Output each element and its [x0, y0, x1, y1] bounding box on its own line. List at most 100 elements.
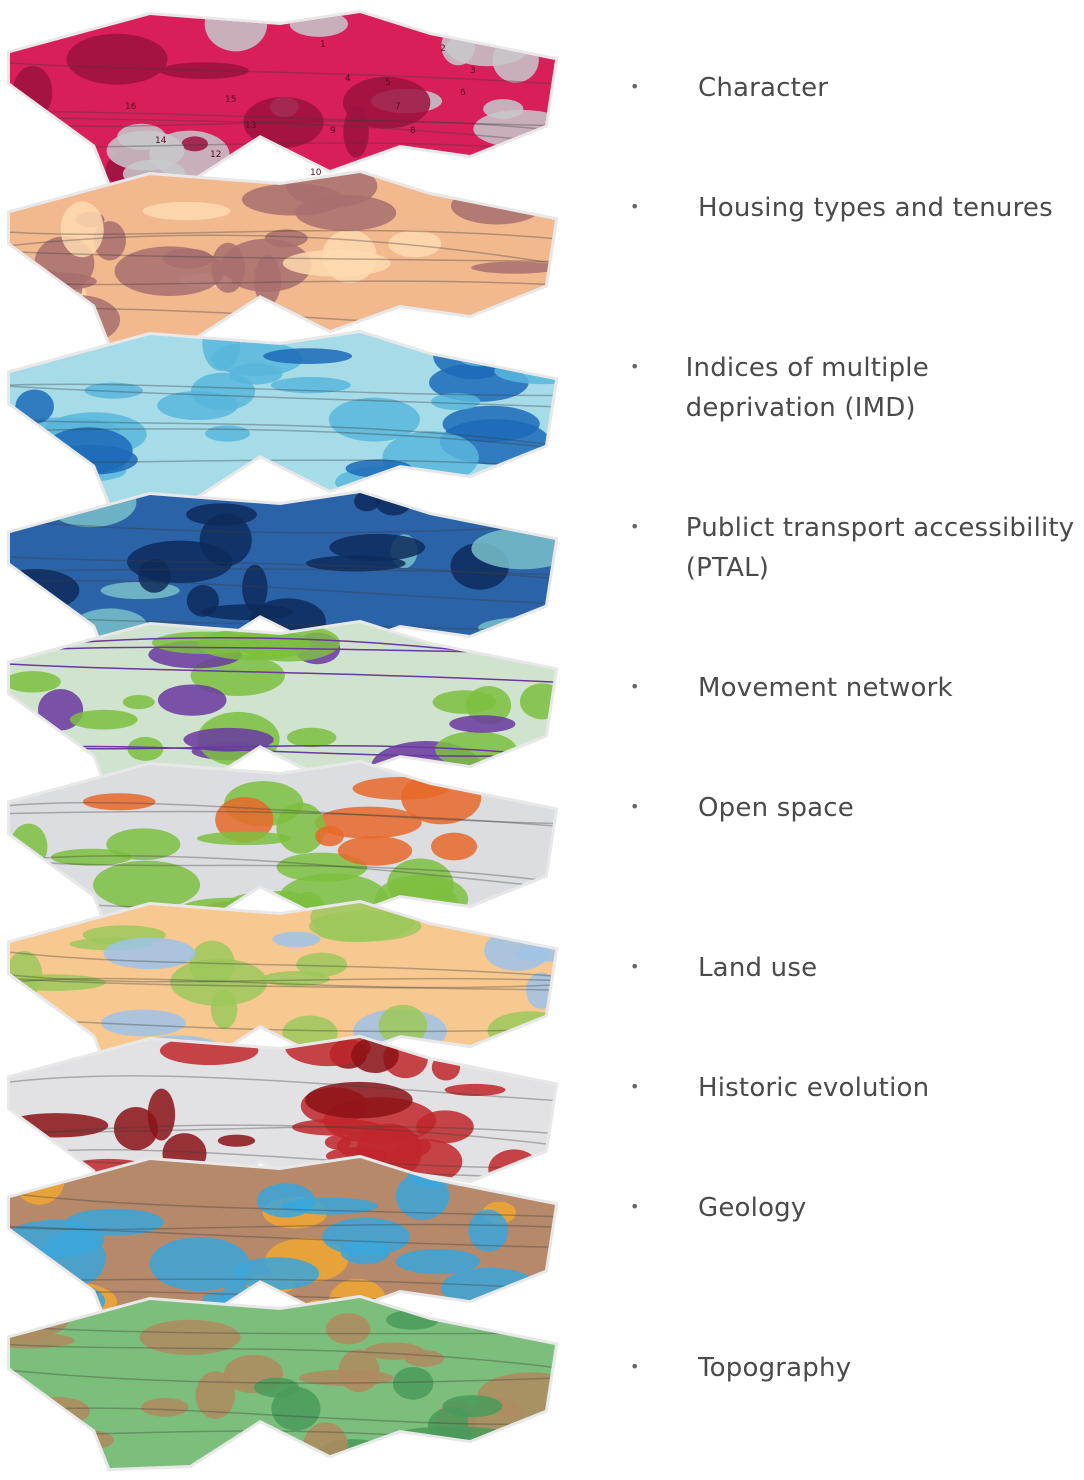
district-number: 8 [410, 126, 416, 136]
map-patch [243, 96, 324, 148]
map-patch [117, 123, 166, 150]
map-patch [233, 1257, 320, 1290]
map-patch [114, 246, 225, 297]
map-layer-5 [7, 619, 559, 797]
legend-label: Open space [698, 793, 854, 823]
map-patch [308, 910, 422, 942]
legend-label: Historic evolution [698, 1073, 930, 1103]
bullet-icon: • [630, 357, 640, 376]
map-patch [253, 255, 282, 306]
district-number: 7 [395, 102, 401, 112]
legend-item: • Indices of multiple deprivation (IMD) [630, 348, 1080, 428]
map-patch [181, 136, 208, 152]
legend-item: • Land use [630, 948, 1080, 988]
district-number: 9 [330, 126, 336, 136]
map-patch [263, 348, 353, 365]
map-patch [340, 1239, 390, 1265]
bullet-icon: • [630, 1077, 640, 1096]
district-number: 6 [460, 88, 466, 98]
map-patch [204, 13, 268, 52]
map-patch [325, 1313, 371, 1345]
map-patch [199, 513, 252, 567]
district-number: 15 [225, 95, 236, 105]
map-patch [189, 940, 235, 987]
map-layer-6 [7, 759, 559, 937]
map-line [10, 662, 555, 685]
map-patch [253, 1377, 300, 1398]
map-patch [141, 1397, 189, 1417]
map-line [10, 950, 555, 979]
map-line [10, 234, 555, 269]
map-patch [10, 1332, 75, 1349]
map-patch [378, 1004, 428, 1046]
district-number: 1 [320, 40, 326, 50]
map-line [10, 858, 555, 887]
map-patch [315, 825, 344, 847]
map-line [10, 110, 555, 128]
map-patch [100, 1009, 186, 1037]
district-number: 3 [470, 66, 476, 76]
map-patch [93, 860, 201, 910]
district-number: 5 [385, 78, 391, 88]
map-patch [282, 249, 391, 277]
district-number: 12 [210, 150, 221, 160]
map-line [10, 1225, 555, 1249]
map-line [10, 855, 555, 892]
map-line [10, 428, 555, 452]
map-line [10, 519, 555, 534]
map-patch [210, 989, 238, 1029]
bullet-icon: • [630, 1357, 640, 1376]
map-patch [388, 230, 442, 258]
map-patch [343, 76, 431, 129]
map-patch [122, 695, 155, 710]
map-line [10, 229, 555, 242]
bullet-icon: • [630, 1197, 640, 1216]
legend-item: • Historic evolution [630, 1068, 1080, 1108]
map-patch [196, 831, 292, 846]
map-patch [271, 1386, 321, 1431]
map-patch [392, 1366, 434, 1400]
map-line [10, 568, 555, 577]
map-patch [299, 1369, 394, 1387]
map-patch [205, 425, 251, 442]
map-patch [157, 391, 239, 421]
map-patch [106, 828, 181, 861]
map-patch [69, 709, 138, 730]
map-line [10, 801, 555, 825]
legend-label: Publict transport accessibility (PTAL) [685, 513, 1075, 583]
map-line [10, 383, 555, 397]
bullet-icon: • [630, 957, 640, 976]
map-line [10, 1075, 555, 1103]
map-line [10, 977, 555, 989]
map-patch [103, 937, 196, 970]
map-patch [256, 1183, 315, 1218]
map-patch [197, 628, 311, 661]
map-layer-stack: 12345678910111213141516 [7, 9, 559, 1472]
bullet-icon: • [630, 77, 640, 96]
map-patch [149, 1237, 250, 1291]
map-patch [60, 201, 104, 258]
map-line [10, 1368, 555, 1384]
map-line [10, 972, 555, 983]
legend-item: • Movement network [630, 668, 1080, 708]
map-patch [138, 558, 171, 593]
map-layer-3 [7, 329, 559, 507]
map-patch [157, 684, 227, 716]
district-number: 2 [440, 44, 446, 54]
map-line [10, 1407, 555, 1426]
map-line [10, 1223, 555, 1231]
map-patch [139, 1319, 241, 1355]
map-line [10, 977, 555, 992]
district-number: 10 [310, 168, 322, 178]
map-patch [287, 727, 337, 748]
map-line [10, 115, 555, 147]
legend-label: Geology [698, 1193, 807, 1223]
legend-label: Movement network [698, 673, 953, 703]
map-layer-2 [7, 169, 559, 347]
map-patch [262, 971, 331, 987]
map-patch [432, 690, 497, 714]
map-patch [296, 952, 348, 977]
map-patch [471, 261, 555, 274]
map-patch [270, 376, 351, 394]
